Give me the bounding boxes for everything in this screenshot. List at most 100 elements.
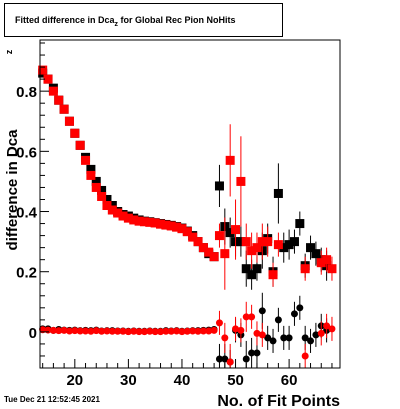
data-point (86, 170, 96, 180)
data-point (273, 188, 283, 198)
data-point (209, 252, 219, 262)
data-point (107, 201, 117, 211)
data-point (263, 237, 273, 247)
y-axis-label-subscript: z (4, 49, 14, 54)
data-point (157, 328, 165, 336)
data-point (124, 328, 132, 336)
data-point (107, 205, 117, 215)
chart-title-main: Fitted difference in Dca (15, 15, 115, 25)
data-point (306, 243, 316, 253)
data-point (252, 243, 262, 253)
data-point (82, 327, 90, 335)
data-point (301, 334, 309, 342)
data-point (248, 313, 256, 321)
data-point (92, 327, 100, 335)
data-point (214, 181, 224, 191)
chart-title-subscript: z (114, 20, 119, 28)
y-tick-label: 0.6 (16, 144, 37, 161)
data-point (300, 264, 310, 274)
timestamp: Tue Dec 21 12:52:45 2021 (4, 395, 100, 404)
data-point (75, 140, 85, 150)
data-point (140, 328, 148, 336)
data-point (48, 86, 58, 96)
data-point (247, 246, 257, 256)
data-point (114, 327, 122, 335)
data-point (166, 221, 176, 231)
data-point (279, 243, 289, 253)
y-tick-label: 0 (29, 325, 37, 342)
data-point (129, 215, 139, 225)
data-point (55, 327, 63, 335)
data-point (162, 327, 170, 335)
chart-title: Fitted difference in Dcaz for Global Rec… (15, 15, 236, 28)
x-tick-label: 50 (227, 372, 244, 389)
data-point (226, 358, 234, 366)
data-point (54, 95, 64, 105)
data-point (65, 327, 73, 335)
data-point (204, 247, 214, 257)
y-tick-label: 0.2 (16, 265, 37, 282)
data-point (311, 249, 321, 259)
data-point (60, 326, 68, 334)
data-point (269, 337, 277, 345)
x-tick-label: 20 (66, 372, 83, 389)
data-point (284, 240, 294, 250)
data-point (135, 328, 143, 336)
data-point (193, 237, 203, 247)
chart-marks (38, 65, 337, 368)
data-point (317, 329, 325, 337)
data-point (103, 327, 111, 335)
plot-frame (39, 39, 341, 369)
data-point (247, 270, 257, 280)
data-point (188, 232, 198, 242)
data-point (285, 334, 293, 342)
data-point (257, 237, 267, 247)
data-point (70, 128, 80, 138)
data-point (97, 191, 107, 201)
data-point (102, 194, 112, 204)
data-point (86, 164, 96, 174)
data-point (210, 326, 218, 334)
data-point (139, 217, 149, 227)
data-point (177, 224, 187, 234)
data-point (189, 327, 197, 335)
data-point (87, 327, 95, 335)
data-point (205, 327, 213, 335)
data-point (253, 329, 261, 337)
data-point (242, 355, 250, 363)
data-point (38, 65, 48, 75)
data-point (236, 176, 246, 186)
data-point (289, 237, 299, 247)
data-point (134, 216, 144, 226)
x-tick-label: 40 (174, 372, 191, 389)
data-point (253, 349, 261, 357)
data-point (173, 327, 181, 335)
data-point (119, 327, 127, 335)
data-point (252, 264, 262, 274)
data-point (225, 155, 235, 165)
data-point (59, 104, 69, 114)
data-point (64, 116, 74, 126)
data-point (167, 327, 175, 335)
x-tick-label: 60 (281, 372, 298, 389)
data-point (220, 249, 230, 259)
data-point (156, 219, 166, 229)
data-point (231, 225, 241, 235)
data-point (232, 325, 240, 333)
data-point (214, 231, 224, 241)
data-point (241, 264, 251, 274)
data-point (322, 255, 332, 265)
data-point (150, 218, 160, 228)
data-point (172, 222, 182, 232)
data-point (183, 327, 191, 335)
y-axis-label: difference in Dca (4, 129, 21, 251)
data-point (102, 201, 112, 211)
chart-title-box: Fitted difference in Dcaz for Global Rec… (4, 3, 283, 37)
data-point (113, 208, 123, 218)
data-point (301, 352, 309, 360)
data-point (327, 264, 337, 274)
data-point (130, 327, 138, 335)
x-tick-label: 30 (120, 372, 137, 389)
data-point (146, 327, 154, 335)
data-point (264, 334, 272, 342)
